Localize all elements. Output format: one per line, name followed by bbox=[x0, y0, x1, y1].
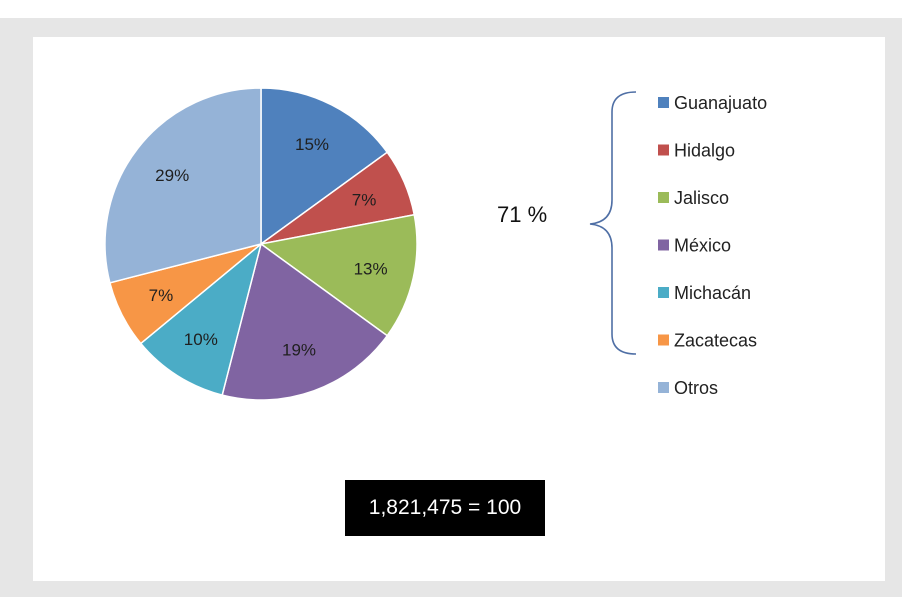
pie-slice-label: 7% bbox=[352, 190, 377, 209]
legend-item-label: Guanajuato bbox=[674, 93, 767, 113]
pie-slice-otros bbox=[104, 87, 262, 284]
pie-slice-michacan bbox=[139, 241, 263, 397]
pie-slice-labels: 15% 7% 13% 19% 10% 7% 29% bbox=[149, 135, 388, 360]
legend-swatch bbox=[658, 382, 669, 393]
pie-slice-guanajuato bbox=[260, 87, 389, 246]
legend-item-label: Hidalgo bbox=[674, 141, 735, 161]
pie-slice-jalisco bbox=[259, 213, 418, 337]
legend-brace bbox=[589, 91, 637, 355]
pie-slice-mexico bbox=[221, 242, 389, 401]
pie-slice-label: 15% bbox=[295, 135, 329, 154]
legend-item-label: Jalisco bbox=[674, 188, 729, 208]
brace-label: 71 % bbox=[497, 202, 547, 227]
legend-swatch bbox=[658, 334, 669, 346]
legend-swatch bbox=[658, 144, 669, 156]
pie-slice-label: 13% bbox=[354, 260, 388, 279]
legend-swatch bbox=[658, 192, 669, 203]
legend-item-label: México bbox=[674, 236, 731, 256]
pie-slice-label: 7% bbox=[149, 286, 174, 305]
legend-swatch bbox=[658, 97, 669, 108]
pie-slices bbox=[104, 87, 418, 401]
legend-swatch bbox=[658, 287, 669, 298]
legend-swatch bbox=[658, 239, 669, 251]
legend: Guanajuato Hidalgo Jalisco México Michacán Za… bbox=[658, 93, 767, 398]
legend-item-label: Zacatecas bbox=[674, 331, 757, 351]
legend-item-label: Otros bbox=[674, 378, 718, 398]
legend-item-label: Michacán bbox=[674, 283, 751, 303]
total-label: 1,821,475 = 100 bbox=[345, 480, 545, 536]
pie-slice-label: 19% bbox=[282, 341, 316, 360]
pie-slice-label: 29% bbox=[155, 166, 189, 185]
pie-slice-label: 10% bbox=[184, 330, 218, 349]
